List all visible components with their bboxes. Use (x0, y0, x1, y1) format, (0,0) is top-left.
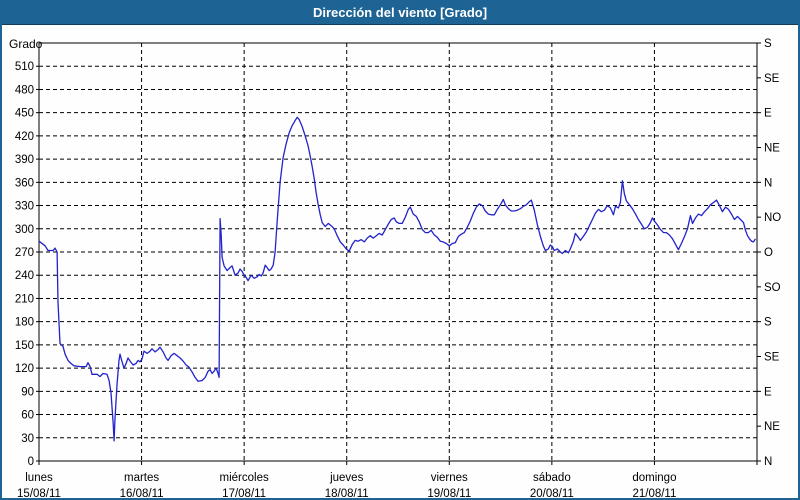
y-axis-tick-label: 450 (15, 108, 34, 120)
y-axis-tick-label: 480 (15, 84, 34, 96)
y-axis-tick-label: 60 (21, 410, 34, 422)
compass-tick-label: E (764, 108, 772, 120)
y-axis-tick-label: 330 (15, 201, 34, 213)
day-date-label: 18/08/11 (325, 488, 369, 498)
y-axis-tick-label: 210 (15, 293, 34, 305)
compass-tick-label: O (764, 247, 773, 259)
compass-tick-label: NE (764, 143, 780, 155)
y-axis-tick-label: 0 (28, 456, 34, 468)
y-axis-tick-label: 510 (15, 61, 34, 73)
compass-tick-label: S (764, 38, 772, 50)
page-title: Dirección del viento [Grado] (312, 5, 488, 20)
day-name-label: domingo (632, 472, 676, 484)
day-date-label: 21/08/11 (632, 488, 676, 498)
day-name-label: jueves (329, 472, 363, 484)
compass-tick-label: N (764, 456, 772, 468)
chart-canvas: 0 30 60 90 120 150 180 210 240 270 300 330 360 390 420… (15, 38, 781, 498)
day-date-label: 17/08/11 (222, 488, 266, 498)
wind-direction-chart: 0 30 60 90 120 150 180 210 240 270 300 330 360 390 420… (2, 25, 798, 498)
day-date-label: 16/08/11 (120, 488, 164, 498)
y-axis-tick-label: 240 (15, 270, 34, 282)
compass-tick-label: NO (764, 212, 781, 224)
compass-tick-label: E (764, 386, 772, 398)
day-date-label: 20/08/11 (530, 488, 574, 498)
day-name-label: martes (124, 472, 159, 484)
y-axis-tick-label: 270 (15, 247, 34, 259)
title-bar: Dirección del viento [Grado] (2, 2, 798, 25)
y-axis-title: Grado (9, 37, 43, 51)
compass-tick-label: SE (764, 352, 780, 364)
y-axis-tick-label: 120 (15, 363, 34, 375)
y-axis-tick-label: 150 (15, 340, 34, 352)
day-name-label: miércoles (220, 472, 269, 484)
day-name-label: sábado (533, 472, 571, 484)
y-axis-tick-label: 360 (15, 177, 34, 189)
y-axis-tick-label: 180 (15, 317, 34, 329)
day-date-label: 15/08/11 (17, 488, 61, 498)
y-axis-tick-label: 90 (21, 386, 34, 398)
compass-tick-label: N (764, 177, 772, 189)
day-name-label: lunes (25, 472, 53, 484)
compass-tick-label: SE (764, 73, 780, 85)
day-name-label: viernes (431, 472, 468, 484)
compass-tick-label: SO (764, 282, 781, 294)
wind-direction-line (38, 116, 757, 442)
day-date-label: 19/08/11 (427, 488, 471, 498)
y-axis-tick-label: 390 (15, 154, 34, 166)
y-axis-tick-label: 300 (15, 224, 34, 236)
y-axis-tick-label: 30 (21, 433, 34, 445)
y-axis-tick-label: 420 (15, 131, 34, 143)
compass-tick-label: NE (764, 421, 780, 433)
plot-frame (38, 42, 758, 462)
compass-tick-label: S (764, 317, 772, 329)
